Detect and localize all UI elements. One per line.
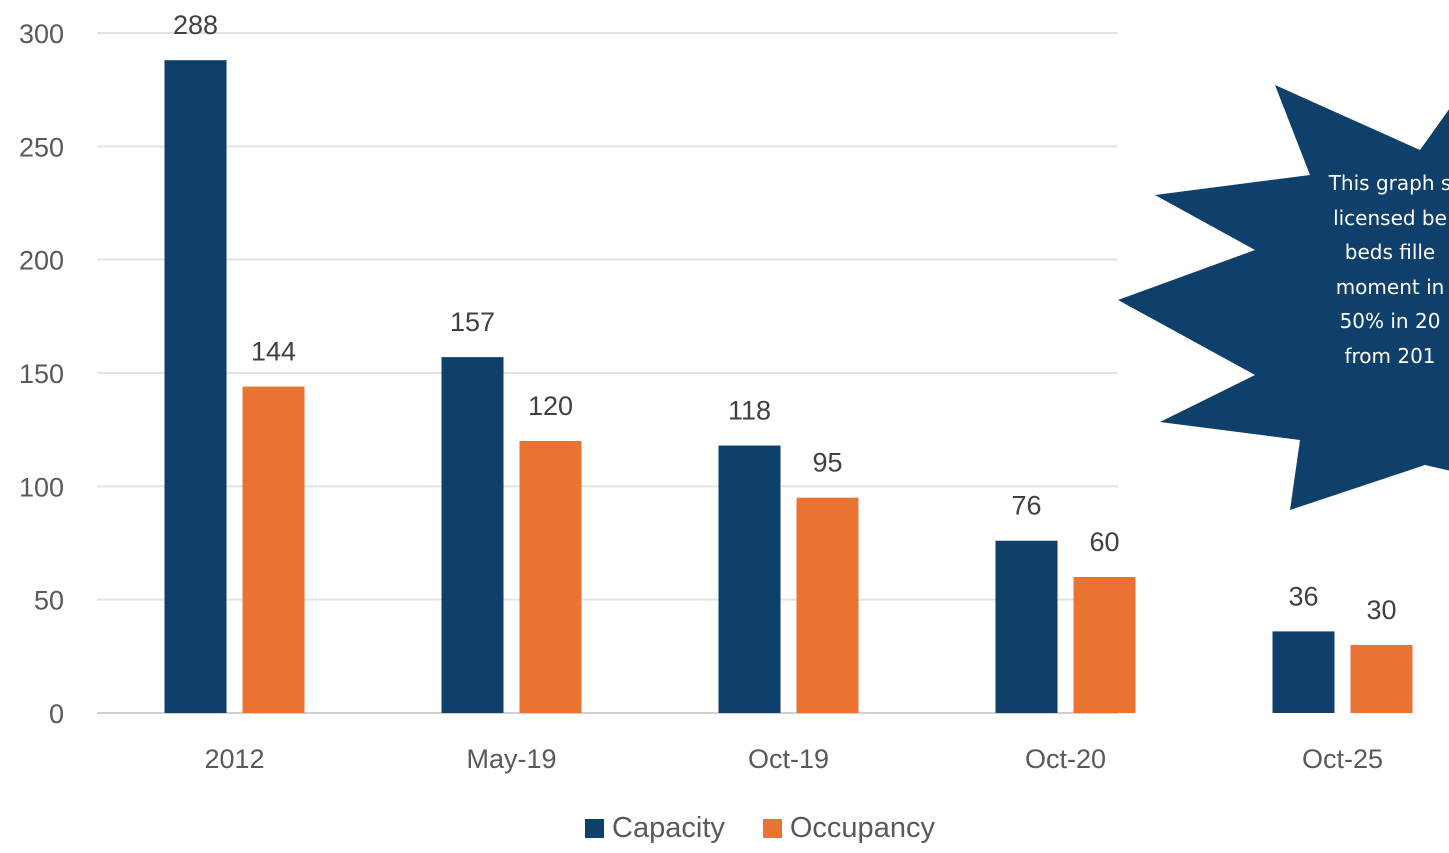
x-tick-label: Oct-19: [748, 744, 829, 774]
bars: [164, 60, 1413, 713]
callout-text: This graph s licensed be beds fille mome…: [1290, 166, 1449, 373]
y-tick-label: 0: [49, 699, 64, 729]
legend-label-occupancy: Occupancy: [789, 812, 935, 844]
y-axis: 0 50 100 150 200 250 300: [19, 19, 64, 729]
data-label: 288: [173, 10, 218, 40]
legend-swatch-occupancy: [762, 819, 782, 838]
legend-swatch-capacity: [585, 819, 605, 838]
data-label: 30: [1366, 595, 1396, 625]
y-tick-label: 250: [19, 132, 64, 162]
bar-occupancy: [796, 497, 859, 713]
bar-occupancy: [1350, 645, 1413, 713]
y-tick-label: 100: [19, 472, 64, 502]
callout-line: moment in: [1335, 274, 1445, 299]
data-label: 120: [528, 391, 573, 421]
bar-capacity: [1272, 631, 1335, 713]
y-tick-label: 300: [19, 19, 64, 49]
bar-capacity: [164, 60, 227, 713]
callout-line: from 201: [1344, 343, 1436, 368]
data-labels: 288 144 157 120 118 95 76 60 36 30: [173, 10, 1397, 625]
legend-item-occupancy: Occupancy: [762, 812, 935, 845]
x-tick-label: Oct-20: [1025, 744, 1106, 774]
callout-line: beds fille: [1344, 240, 1436, 264]
legend: Capacity Occupancy: [0, 812, 1449, 845]
y-tick-label: 200: [19, 246, 64, 276]
data-label: 36: [1288, 581, 1318, 611]
legend-item-capacity: Capacity: [585, 812, 725, 845]
y-tick-label: 50: [34, 586, 64, 616]
bar-capacity: [718, 445, 781, 713]
x-tick-label: 2012: [204, 744, 264, 774]
data-label: 95: [812, 448, 842, 478]
data-label: 118: [728, 396, 771, 426]
bar-capacity: [995, 540, 1058, 713]
bar-occupancy: [519, 441, 582, 713]
data-label: 157: [450, 307, 495, 337]
callout-line: licensed be: [1333, 205, 1447, 230]
data-label: 60: [1089, 527, 1119, 557]
data-label: 144: [251, 337, 296, 367]
x-tick-label: May-19: [466, 744, 556, 774]
x-axis: 2012 May-19 Oct-19 Oct-20 Oct-25: [204, 744, 1383, 774]
bar-occupancy: [1073, 577, 1136, 713]
callout-line: 50% in 20: [1339, 309, 1441, 333]
bar-capacity: [441, 357, 504, 713]
legend-label-capacity: Capacity: [612, 812, 725, 844]
y-tick-label: 150: [19, 359, 64, 389]
starburst-callout: [1118, 85, 1449, 510]
bar-occupancy: [242, 386, 305, 713]
callout-line: This graph s: [1328, 171, 1449, 195]
x-tick-label: Oct-25: [1302, 744, 1383, 774]
data-label: 76: [1011, 491, 1041, 521]
